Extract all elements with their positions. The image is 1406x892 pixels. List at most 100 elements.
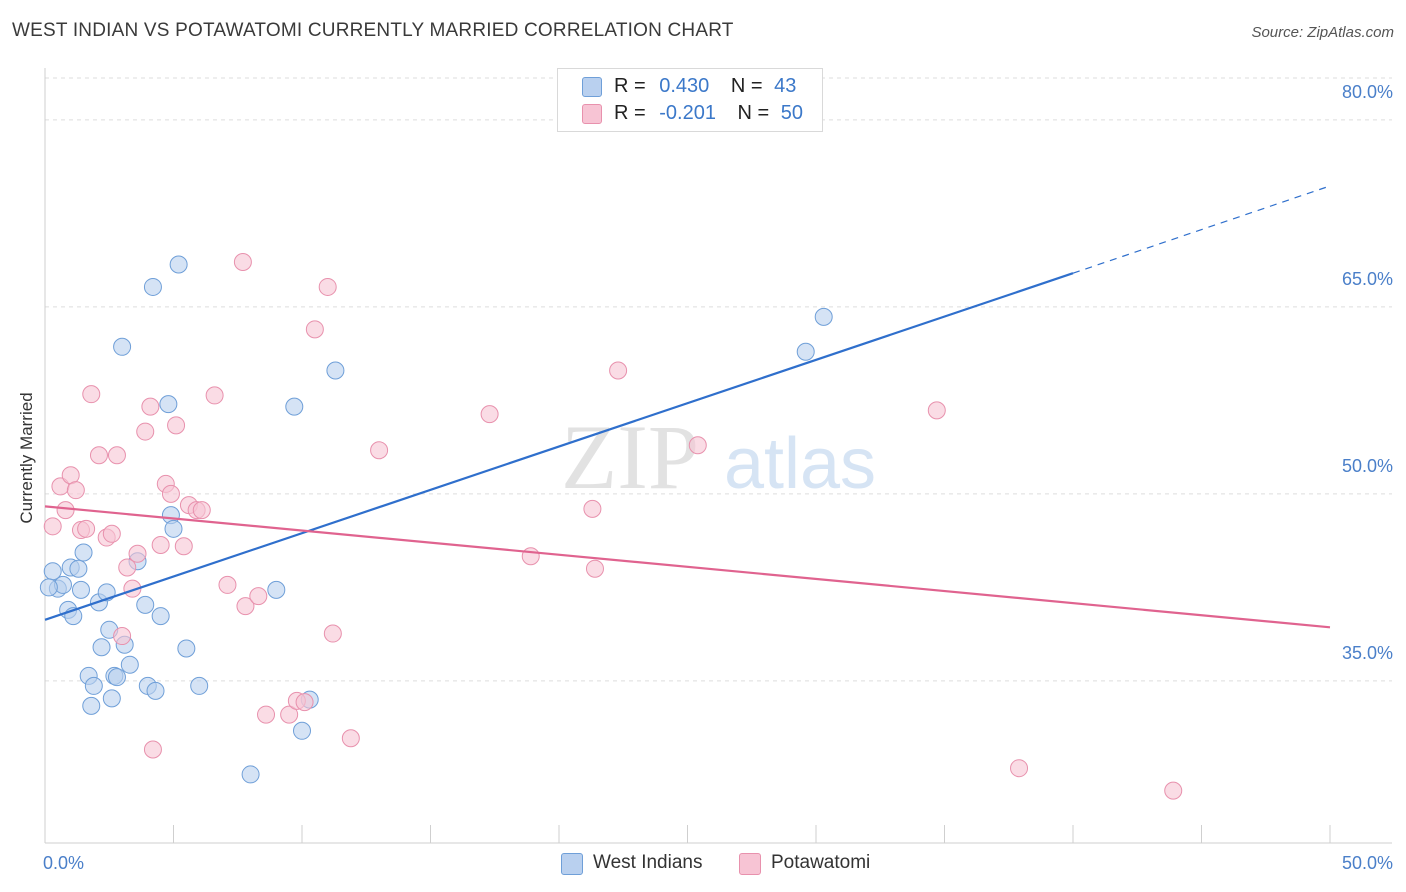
potawatomi-point (521, 547, 540, 566)
x-tick-label: 0.0% (43, 853, 84, 873)
potawatomi-point (161, 484, 180, 503)
chart-source: Source: ZipAtlas.com (1251, 24, 1394, 41)
potawatomi-point (77, 519, 96, 538)
y-tick-label: 65.0% (1342, 269, 1393, 289)
legend-r-value: 0.430 (659, 75, 710, 97)
west-indians-point (69, 559, 88, 578)
trend-layer (44, 185, 1331, 629)
legend-n-value: 50 (780, 102, 804, 124)
potawatomi-point (480, 405, 499, 424)
potawatomi-point (218, 575, 237, 594)
legend-n-value: 43 (774, 75, 797, 97)
west-indians-point (92, 638, 111, 657)
potawatomi-point (1010, 759, 1029, 778)
potawatomi-point (236, 597, 255, 616)
west-indians-point (146, 681, 165, 700)
potawatomi-point (113, 627, 132, 646)
west-indians-point (814, 307, 833, 326)
west-indians-point (164, 519, 183, 538)
potawatomi-point (305, 320, 324, 339)
potawatomi-point (118, 558, 137, 577)
potawatomi-point (233, 253, 252, 272)
y-tick-label: 50.0% (1342, 456, 1393, 476)
west-indians-point (293, 721, 311, 740)
west-indians-point (285, 397, 304, 416)
west-indians-point (143, 277, 162, 296)
potawatomi-point (102, 524, 121, 543)
potawatomi-point (174, 537, 193, 556)
watermark-atlas: atlas (724, 424, 876, 504)
potawatomi-point (205, 386, 224, 405)
watermark: ZIP atlas (561, 406, 876, 508)
stats-legend: R = 0.430 N = 43 R = -0.201 N = 50 (557, 68, 823, 132)
legend-r-label: R = (614, 102, 646, 124)
grid-layer (45, 77, 1392, 682)
west-indians-point (241, 765, 260, 784)
legend-r-value: -0.201 (659, 102, 716, 124)
potawatomi-point (143, 740, 162, 759)
potawatomi-point (370, 441, 389, 460)
potawatomi-point (151, 536, 170, 555)
potawatomi-point (280, 705, 299, 724)
bottom-legend-label: Potawatomi (771, 852, 871, 873)
west-indians-point (159, 395, 178, 414)
bottom-legend-swatch-pink (739, 853, 761, 875)
x-tick-label: 50.0% (1342, 853, 1393, 873)
west-indians-point (84, 676, 103, 695)
potawatomi-point (927, 401, 946, 420)
potawatomi-point (257, 705, 276, 724)
west-indians-point (113, 337, 132, 356)
legend-n-label: N = (737, 102, 770, 124)
potawatomi-point (128, 544, 147, 563)
west-indians-point (136, 595, 155, 614)
bottom-legend-swatch-blue (561, 853, 583, 875)
watermark-zip: ZIP (561, 406, 699, 508)
potawatomi-point (318, 277, 337, 296)
potawatomi-point (43, 517, 62, 536)
potawatomi-point (323, 624, 342, 643)
potawatomi-point (341, 729, 360, 748)
potawatomi-point (688, 436, 707, 455)
potawatomi-point (136, 422, 155, 441)
potawatomi-point (107, 446, 126, 465)
west-indians-point (71, 580, 90, 599)
potawatomi-point (1164, 781, 1183, 800)
west-indians-point (120, 655, 139, 674)
potawatomi-point (66, 481, 85, 500)
potawatomi-point (89, 446, 108, 465)
axis-layer: 35.0% 50.0% 65.0% 80.0% 0.0% 50.0% (43, 68, 1393, 873)
y-tick-label: 35.0% (1342, 643, 1393, 663)
west-indians-point (190, 676, 209, 695)
y-tick-label: 80.0% (1342, 82, 1393, 102)
potawatomi-point (141, 397, 160, 416)
legend-swatch-pink (582, 104, 602, 124)
trend-line (44, 272, 1074, 621)
west-indians-point (267, 580, 286, 599)
trend-line (44, 505, 1331, 629)
west-indians-point (39, 578, 58, 597)
west-indians-point (82, 696, 101, 715)
west-indians-point (151, 607, 170, 626)
west-indians-point (102, 689, 121, 708)
bottom-legend-label: West Indians (593, 852, 703, 873)
potawatomi-point (61, 466, 80, 485)
potawatomi-point (56, 501, 75, 520)
west-indians-point (177, 639, 196, 658)
west-indians-point (326, 361, 345, 380)
west-indians-point (796, 342, 815, 361)
trend-line-extension (1072, 185, 1331, 274)
points-layer (39, 253, 1183, 800)
potawatomi-point (609, 361, 628, 380)
potawatomi-point (249, 587, 268, 606)
potawatomi-point (295, 693, 314, 712)
potawatomi-point (82, 385, 101, 404)
legend-n-label: N = (730, 75, 763, 97)
west-indians-point (74, 543, 93, 562)
potawatomi-point (192, 501, 211, 520)
y-axis-title: Currently Married (17, 392, 36, 523)
west-indians-point (107, 668, 126, 687)
legend-swatch-blue (582, 77, 602, 97)
potawatomi-point (585, 559, 604, 578)
legend-r-label: R = (614, 75, 646, 97)
